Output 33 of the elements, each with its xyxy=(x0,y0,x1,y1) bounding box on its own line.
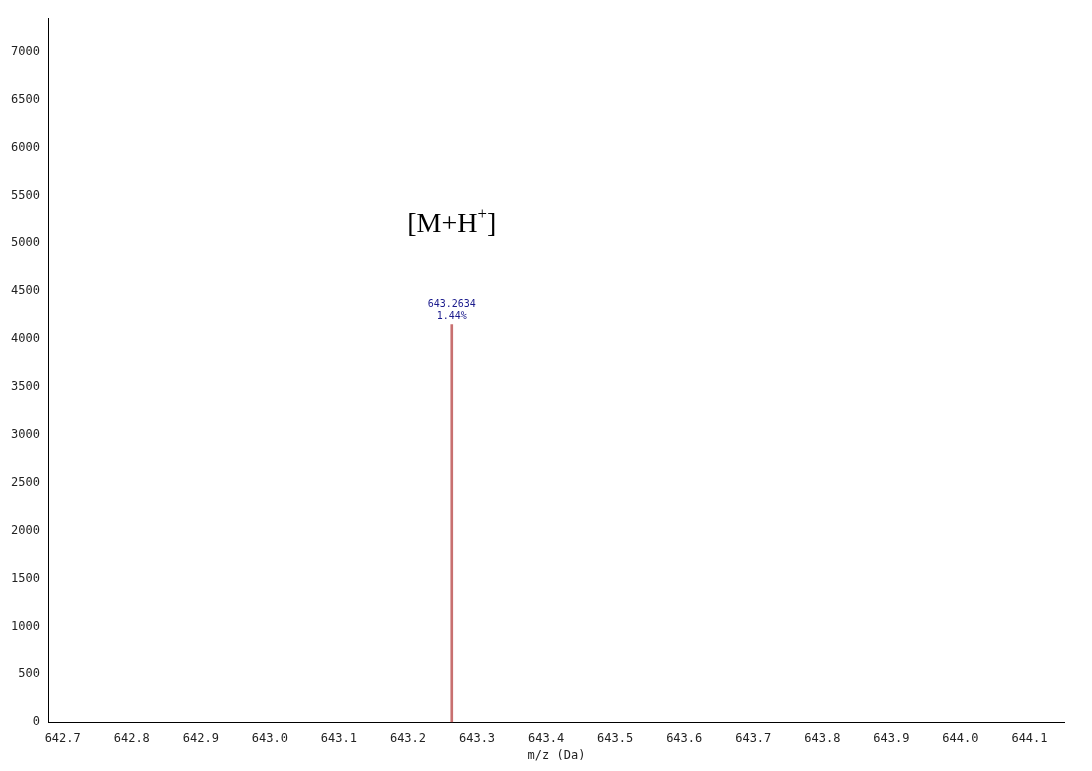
x-tick-label: 643.5 xyxy=(597,730,634,745)
x-tick-label: 643.7 xyxy=(735,730,772,745)
x-tick-label: 642.7 xyxy=(44,730,81,745)
x-tick-label: 642.9 xyxy=(182,730,219,745)
y-tick-label: 1500 xyxy=(10,570,40,585)
x-axis-title: m/z (Da) xyxy=(527,747,586,762)
y-tick-label: 4500 xyxy=(10,283,40,298)
x-tick-label: 644.1 xyxy=(1011,730,1048,745)
y-tick-label: 6000 xyxy=(10,139,40,154)
x-tick-label: 643.1 xyxy=(320,730,357,745)
annotation: 643.2634 1.44% xyxy=(427,298,476,322)
annotation: [M+H+] xyxy=(407,204,497,239)
y-tick-label: 500 xyxy=(18,666,40,681)
y-tick-label: 3000 xyxy=(10,426,40,441)
y-tick-label: 0 xyxy=(32,714,40,729)
x-tick-label: 644.0 xyxy=(942,730,979,745)
x-tick-label: 643.8 xyxy=(804,730,841,745)
y-tick-label: 4000 xyxy=(10,331,40,346)
x-tick-label: 643.0 xyxy=(251,730,288,745)
x-tick-label: 642.8 xyxy=(113,730,150,745)
x-tick-label: 643.2 xyxy=(389,730,427,745)
y-tick-label: 2000 xyxy=(10,522,40,537)
y-tick-label: 7000 xyxy=(10,43,40,58)
y-tick-label: 3500 xyxy=(10,379,40,394)
x-tick-label: 643.3 xyxy=(458,730,496,745)
y-tick-label: 1000 xyxy=(10,618,40,633)
x-tick-label: 643.9 xyxy=(873,730,910,745)
x-tick-label: 643.6 xyxy=(666,730,703,745)
y-tick-label: 5000 xyxy=(10,235,40,250)
y-tick-label: 2500 xyxy=(10,474,40,489)
x-tick-label: 643.4 xyxy=(528,730,565,745)
y-tick-label: 6500 xyxy=(10,91,40,106)
y-tick-label: 5500 xyxy=(10,187,40,202)
